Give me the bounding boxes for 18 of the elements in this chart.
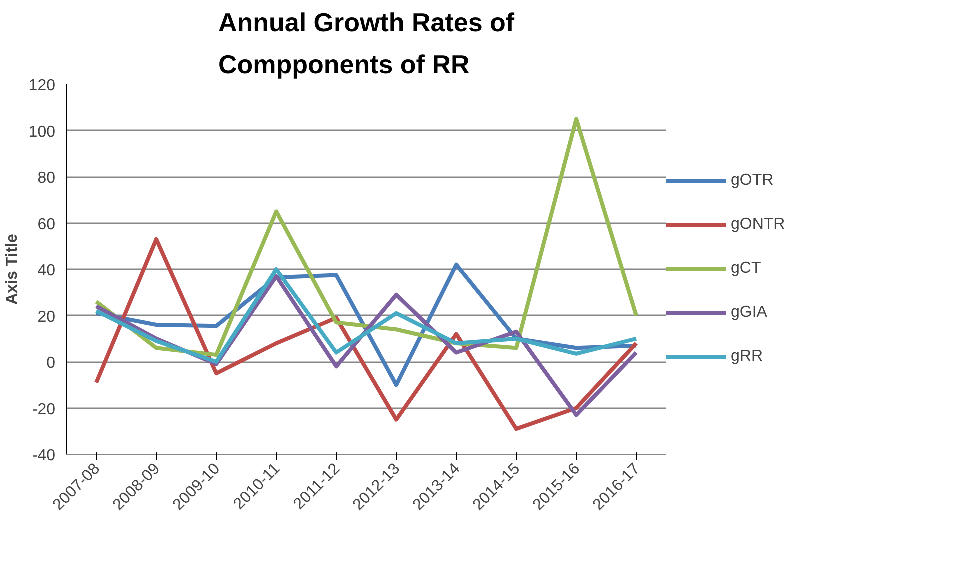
y-axis-title: Axis Title	[4, 234, 21, 305]
line-series	[94, 268, 638, 364]
y-tick-label: 100	[28, 124, 56, 141]
legend-label: gONTR	[731, 216, 786, 234]
y-tick-label: 20	[38, 308, 56, 326]
y-tick-label: 0	[46, 355, 56, 372]
y-tick-label: 120	[28, 78, 56, 94]
legend-label: gGIA	[731, 304, 768, 322]
y-tick-label: 40	[38, 262, 56, 280]
legend-label: gCT	[731, 260, 762, 278]
legend-label: gOTR	[731, 172, 774, 190]
y-tick-label: 80	[38, 170, 56, 187]
y-tick-label: -20	[32, 401, 56, 418]
y-tick-label: -40	[32, 448, 56, 464]
legend-label: gRR	[731, 348, 764, 366]
line-series	[94, 237, 638, 432]
chart-title: Annual Growth Rates of Compponents of RR	[218, 8, 515, 80]
y-tick-label: 60	[38, 216, 56, 234]
